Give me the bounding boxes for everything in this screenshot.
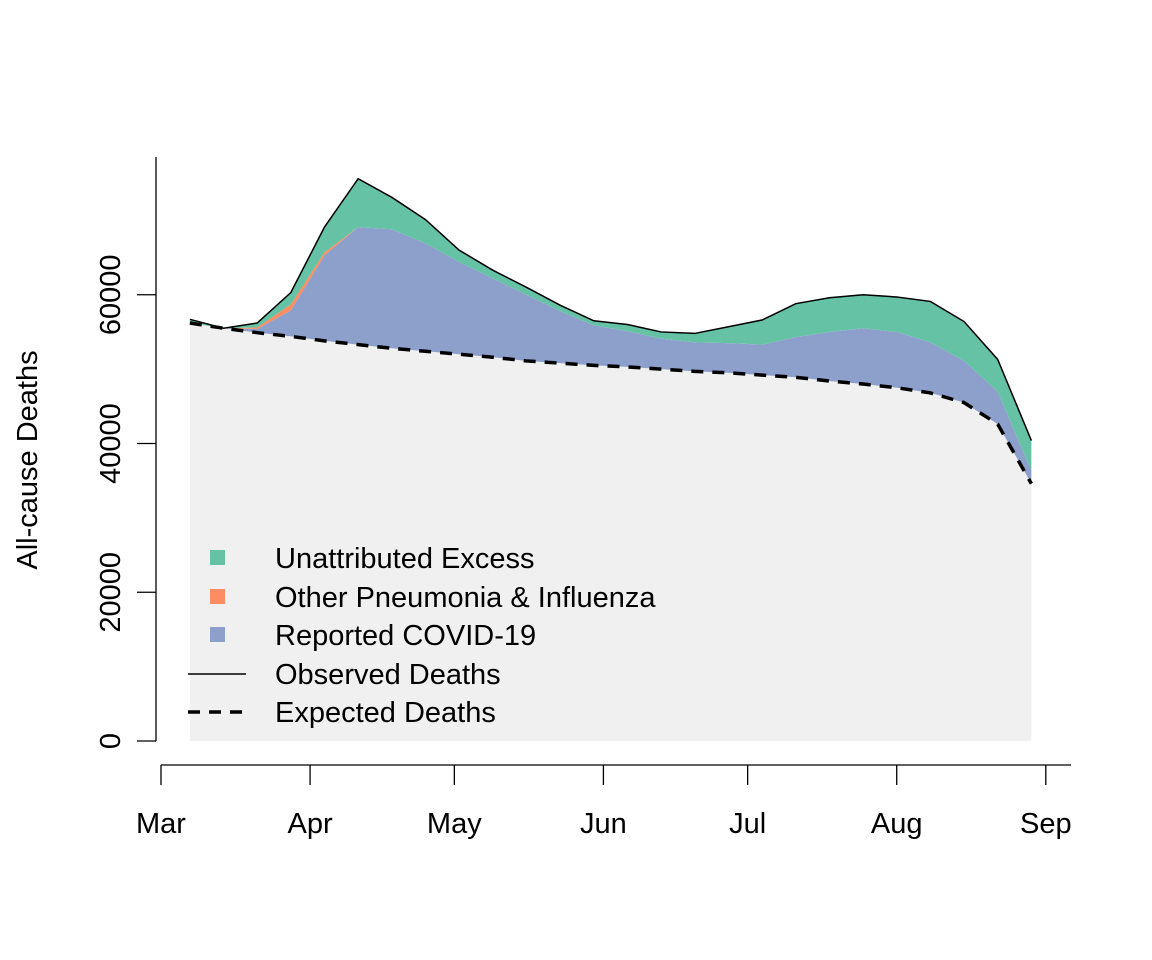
legend-label: Unattributed Excess [275, 543, 535, 575]
y-ticks: 0 20000 40000 60000 [95, 254, 156, 749]
x-tick-label: Jun [580, 808, 627, 840]
y-tick-label: 20000 [95, 552, 127, 633]
legend-label: Other Pneumonia & Influenza [275, 582, 656, 614]
y-tick-label: 60000 [95, 254, 127, 335]
legend-swatch [210, 589, 225, 604]
expected-baseline-area [189, 323, 1032, 741]
excess-area [189, 178, 1032, 472]
legend-label: Observed Deaths [275, 659, 501, 691]
legend-label: Expected Deaths [275, 697, 496, 729]
observed-deaths-line [189, 177, 1033, 441]
axes [155, 157, 1071, 766]
x-tick-label: Apr [287, 808, 332, 840]
x-tick-label: Sep [1020, 808, 1072, 840]
legend: Unattributed Excess Other Pneumonia & Inf… [188, 543, 656, 729]
x-tick-label: Aug [871, 808, 923, 840]
area-layers [189, 178, 1032, 741]
legend-swatch [210, 627, 225, 642]
x-tick-label: May [427, 808, 482, 840]
y-tick-label: 40000 [95, 403, 127, 484]
expected-deaths-line [189, 321, 1033, 485]
legend-swatch [210, 550, 225, 565]
x-ticks: Mar Apr May Jun Jul Aug Sep [136, 765, 1072, 840]
x-tick-label: Jul [729, 808, 766, 840]
x-tick-label: Mar [136, 808, 186, 840]
legend-label: Reported COVID-19 [275, 620, 536, 652]
series-lines [189, 177, 1033, 485]
covid-area [189, 227, 1032, 484]
y-tick-label: 0 [95, 733, 127, 749]
y-axis-title: All-cause Deaths [12, 350, 44, 569]
